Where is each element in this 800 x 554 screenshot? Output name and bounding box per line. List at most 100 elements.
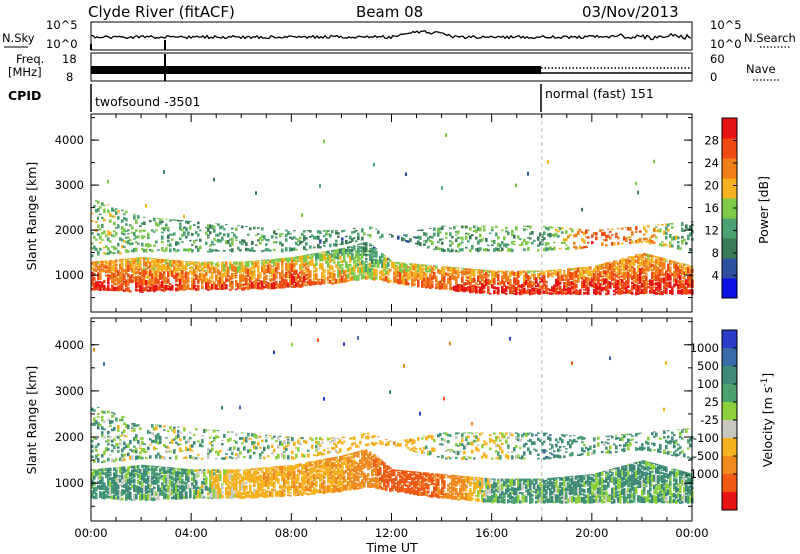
echo-cell [425, 482, 428, 490]
echo-cell [349, 437, 352, 440]
echo-cell [171, 429, 174, 432]
echo-cell [295, 485, 298, 494]
echo-cell [303, 230, 306, 233]
echo-cell [431, 435, 434, 440]
echo-cell [119, 418, 122, 422]
echo-cell [497, 496, 500, 504]
echo-cell [569, 228, 572, 230]
echo-cell [543, 287, 546, 290]
echo-cell [661, 267, 664, 277]
echo-cell [685, 286, 688, 295]
echo-cell [431, 491, 434, 498]
echo-cell [363, 481, 366, 488]
echo-cell [651, 494, 654, 504]
echo-cell [627, 227, 630, 231]
echo-cell [103, 218, 106, 222]
echo-cell [631, 284, 634, 291]
echo-cell [551, 226, 554, 229]
echo-cell [609, 445, 612, 450]
echo-cell [101, 461, 104, 464]
echo-cell [325, 458, 328, 461]
echo-cell [609, 261, 612, 263]
echo-cell [657, 465, 660, 475]
echo-cell [351, 477, 354, 479]
echo-cell [443, 439, 446, 441]
echo-cell [145, 243, 148, 247]
echo-cell [147, 465, 150, 472]
echo-cell [261, 250, 264, 253]
echo-cell [301, 491, 304, 497]
echo-cell [397, 278, 400, 285]
echo-cell [99, 205, 102, 209]
echo-cell [579, 490, 582, 496]
echo-cell [671, 286, 674, 295]
echo-cell [275, 258, 278, 261]
echo-cell [251, 497, 254, 499]
echo-cell [687, 486, 690, 495]
echo-cell [383, 469, 386, 479]
echo-cell [671, 244, 674, 248]
echo-cell [379, 270, 382, 275]
echo-cell [645, 229, 648, 233]
echo-cell [395, 261, 398, 264]
echo-cell [395, 444, 398, 447]
echo-cell [185, 456, 188, 459]
echo-cell [641, 461, 644, 464]
echo-cell [307, 265, 310, 268]
echo-cell [621, 268, 624, 271]
echo-cell [173, 485, 176, 494]
echo-cell [109, 274, 112, 280]
echo-cell [191, 456, 194, 460]
echo-cell [109, 481, 112, 487]
y-tick-label: 4000 [55, 338, 84, 352]
echo-cell [603, 286, 606, 291]
echo-cell [305, 485, 308, 492]
echo-cell [407, 484, 410, 494]
echo-cell [323, 458, 326, 461]
echo-cell [461, 433, 464, 438]
echo-cell [125, 279, 128, 287]
echo-cell [337, 462, 340, 468]
echo-cell [375, 276, 378, 280]
echo-cell [161, 218, 164, 220]
echo-cell [107, 491, 110, 495]
echo-cell [257, 467, 260, 471]
echo-cell [383, 478, 386, 487]
echo-cell [581, 276, 584, 280]
echo-cell [143, 249, 146, 253]
echo-cell [143, 221, 146, 225]
echo-cell [185, 472, 188, 481]
echo-cell [91, 439, 94, 443]
echo-cell [531, 478, 534, 480]
echo-cell [153, 486, 156, 490]
echo-cell [143, 267, 146, 270]
echo-cell [493, 489, 496, 499]
echo-cell [579, 453, 582, 457]
echo-cell [587, 268, 590, 273]
echo-cell [673, 236, 676, 241]
echo-cell [587, 286, 590, 296]
echo-cell [347, 280, 350, 282]
echo-cell [403, 477, 406, 487]
echo-cell [625, 477, 628, 480]
echo-cell [145, 276, 148, 279]
echo-cell [99, 479, 102, 485]
echo-cell [101, 261, 104, 268]
echo-cell [401, 279, 404, 285]
echo-cell [177, 426, 180, 428]
echo-cell [467, 232, 470, 236]
echo-cell [107, 285, 110, 291]
echo-cell [125, 435, 128, 437]
echo-cell [359, 465, 362, 473]
echo-cell [421, 280, 424, 288]
echo-cell [139, 480, 142, 486]
echo-cell [433, 227, 436, 231]
echo-cell [97, 458, 100, 463]
echo-cell [583, 494, 586, 497]
echo-cell [441, 495, 444, 499]
echo-cell [645, 258, 648, 264]
echo-cell [215, 274, 218, 282]
echo-cell [595, 232, 598, 236]
echo-cell [225, 277, 228, 283]
